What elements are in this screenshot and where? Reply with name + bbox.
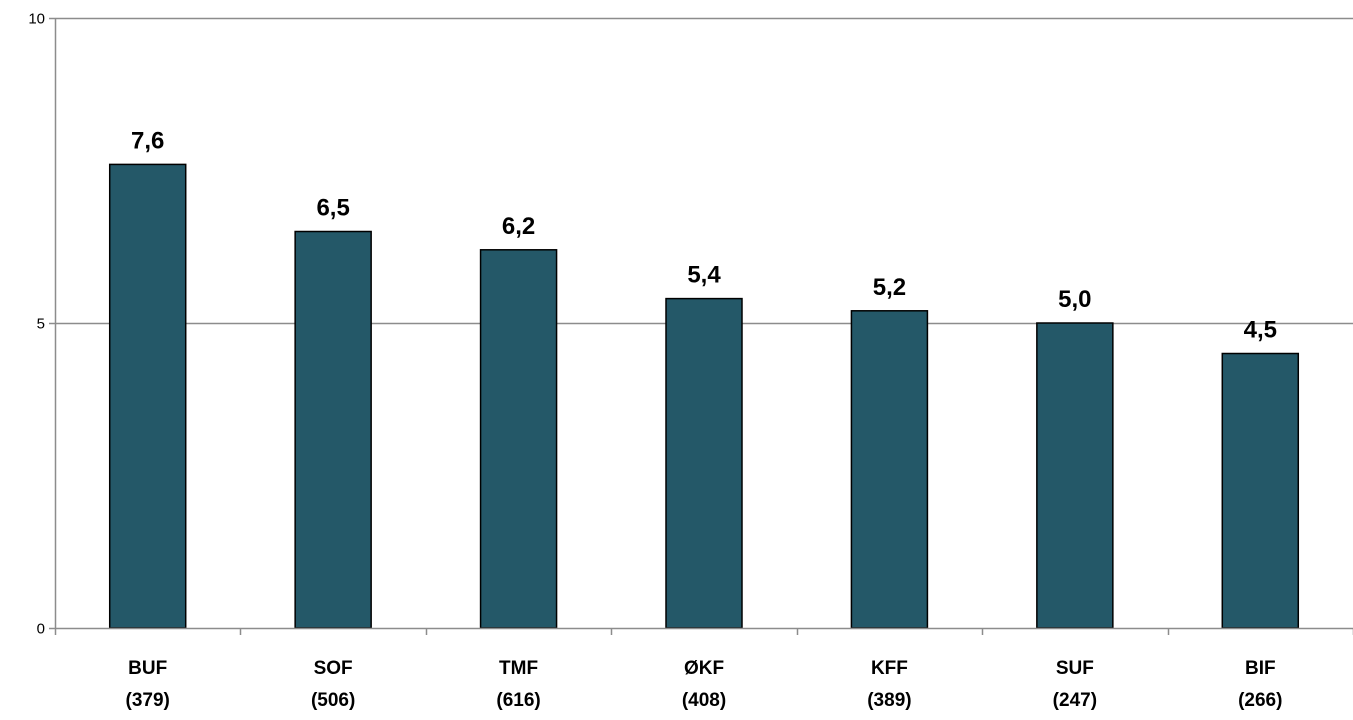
bar-suf [1036, 322, 1114, 629]
x-tick-count-label: (408) [682, 690, 726, 711]
bar-økf [665, 297, 743, 629]
data-label: 7,6 [131, 127, 164, 154]
x-tick-count-label: (389) [867, 690, 911, 711]
x-tick-count-label: (266) [1238, 690, 1282, 711]
data-label: 5,0 [1058, 286, 1091, 313]
y-tick-label: 0 [37, 621, 45, 638]
bar-kff [850, 310, 929, 629]
labels: 7,6 BUF (379) 6,5 SOF (506) 6,2 TMF (616) 5,4 ØKF (… [126, 127, 1283, 711]
data-label: 4,5 [1244, 317, 1277, 344]
bar-bif [1221, 352, 1300, 629]
data-label: 5,4 [687, 262, 721, 289]
x-tick-label: BIF [1245, 658, 1276, 679]
bar-buf [108, 163, 187, 629]
data-label: 6,5 [316, 195, 349, 222]
x-tick-count-label: (616) [496, 690, 540, 711]
x-tick-label: SOF [314, 658, 353, 679]
bar-tmf [479, 249, 558, 629]
x-tick-label: ØKF [684, 658, 724, 679]
y-tick-label: 10 [28, 11, 45, 28]
y-tick-label: 5 [37, 316, 45, 333]
bars [108, 163, 1300, 629]
bar-sof [294, 230, 372, 629]
axes: 0 5 10 [28, 11, 1353, 638]
x-tick-label: KFF [871, 658, 908, 679]
x-tick-count-label: (506) [311, 690, 355, 711]
data-label: 6,2 [502, 213, 535, 240]
x-tick-count-label: (247) [1053, 690, 1097, 711]
x-tick-label: BUF [128, 658, 167, 679]
x-tick-label: TMF [499, 658, 538, 679]
x-tick-count-label: (379) [126, 690, 170, 711]
data-label: 5,2 [873, 274, 906, 301]
x-tick-label: SUF [1056, 658, 1094, 679]
